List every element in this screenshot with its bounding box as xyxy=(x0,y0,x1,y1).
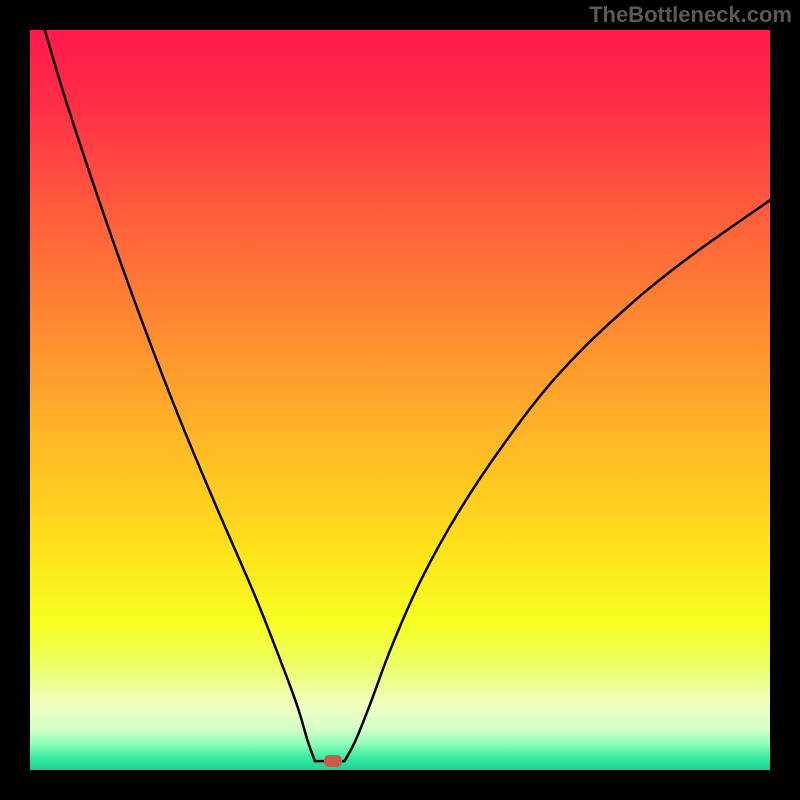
minimum-marker xyxy=(324,755,342,767)
bottleneck-curve xyxy=(30,30,770,770)
watermark-text: TheBottleneck.com xyxy=(589,2,792,28)
plot-area xyxy=(30,30,770,770)
chart-container: TheBottleneck.com xyxy=(0,0,800,800)
